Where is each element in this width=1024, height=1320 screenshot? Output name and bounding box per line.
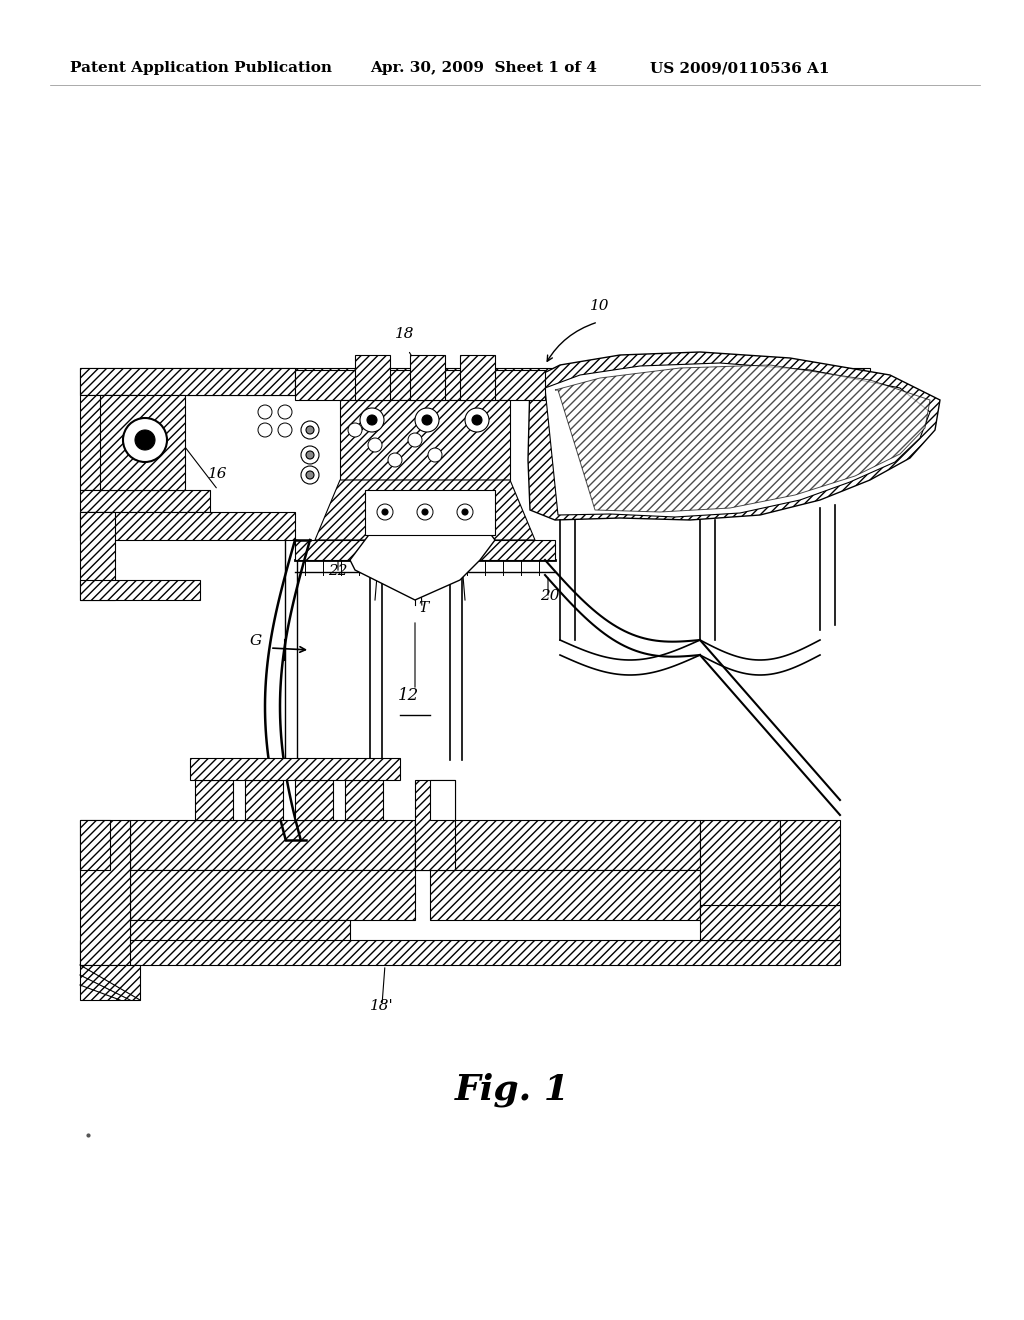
Circle shape xyxy=(348,422,362,437)
Polygon shape xyxy=(80,512,115,601)
Circle shape xyxy=(301,421,319,440)
Circle shape xyxy=(428,447,442,462)
Text: 18: 18 xyxy=(395,327,415,341)
Polygon shape xyxy=(350,500,495,601)
Polygon shape xyxy=(295,540,555,560)
Polygon shape xyxy=(130,870,415,920)
Text: US 2009/0110536 A1: US 2009/0110536 A1 xyxy=(650,61,829,75)
Circle shape xyxy=(278,422,292,437)
Text: 18': 18' xyxy=(370,999,394,1012)
Polygon shape xyxy=(720,368,870,395)
Circle shape xyxy=(301,466,319,484)
Circle shape xyxy=(306,451,314,459)
Circle shape xyxy=(472,414,482,425)
Polygon shape xyxy=(780,820,840,906)
Polygon shape xyxy=(430,780,455,820)
Circle shape xyxy=(465,408,489,432)
Circle shape xyxy=(306,471,314,479)
Text: G: G xyxy=(250,634,262,648)
Circle shape xyxy=(306,426,314,434)
Polygon shape xyxy=(355,355,390,400)
Polygon shape xyxy=(80,579,200,601)
Circle shape xyxy=(382,510,388,515)
Circle shape xyxy=(278,405,292,418)
Text: Fig. 1: Fig. 1 xyxy=(455,1073,569,1107)
Polygon shape xyxy=(410,355,445,400)
Circle shape xyxy=(301,446,319,465)
Text: T: T xyxy=(418,601,428,615)
Polygon shape xyxy=(295,370,545,400)
Polygon shape xyxy=(80,368,720,395)
Text: 20: 20 xyxy=(540,589,559,603)
Circle shape xyxy=(368,438,382,451)
Polygon shape xyxy=(315,480,535,540)
Polygon shape xyxy=(80,940,840,965)
Circle shape xyxy=(258,422,272,437)
Polygon shape xyxy=(80,490,210,512)
Polygon shape xyxy=(190,758,400,780)
Circle shape xyxy=(457,504,473,520)
Polygon shape xyxy=(80,395,135,490)
Polygon shape xyxy=(80,820,130,965)
Text: Patent Application Publication: Patent Application Publication xyxy=(70,61,332,75)
Polygon shape xyxy=(555,366,930,512)
Polygon shape xyxy=(340,400,510,480)
Polygon shape xyxy=(545,363,930,517)
Polygon shape xyxy=(295,780,333,820)
Circle shape xyxy=(367,414,377,425)
Text: 16: 16 xyxy=(208,467,227,480)
Polygon shape xyxy=(245,780,283,820)
Polygon shape xyxy=(80,368,295,395)
Polygon shape xyxy=(345,780,383,820)
Circle shape xyxy=(258,405,272,418)
Text: 12: 12 xyxy=(397,686,419,704)
Polygon shape xyxy=(460,355,495,400)
Polygon shape xyxy=(365,490,495,535)
Circle shape xyxy=(422,414,432,425)
Text: 10: 10 xyxy=(590,300,609,313)
Polygon shape xyxy=(700,820,780,920)
Polygon shape xyxy=(430,870,700,920)
Polygon shape xyxy=(80,512,295,540)
Polygon shape xyxy=(415,820,700,870)
Polygon shape xyxy=(130,820,415,870)
Circle shape xyxy=(415,408,439,432)
Polygon shape xyxy=(700,906,840,940)
Text: 22: 22 xyxy=(328,564,347,578)
Circle shape xyxy=(408,433,422,447)
Polygon shape xyxy=(195,780,233,820)
Circle shape xyxy=(135,430,155,450)
Circle shape xyxy=(388,453,402,467)
Circle shape xyxy=(462,510,468,515)
Polygon shape xyxy=(130,920,350,950)
Polygon shape xyxy=(80,965,140,1001)
Polygon shape xyxy=(415,780,455,870)
Circle shape xyxy=(377,504,393,520)
Circle shape xyxy=(123,418,167,462)
Polygon shape xyxy=(528,352,940,520)
Polygon shape xyxy=(80,820,110,870)
Polygon shape xyxy=(100,395,185,490)
Circle shape xyxy=(422,510,428,515)
Text: Apr. 30, 2009  Sheet 1 of 4: Apr. 30, 2009 Sheet 1 of 4 xyxy=(370,61,597,75)
Circle shape xyxy=(417,504,433,520)
Circle shape xyxy=(360,408,384,432)
